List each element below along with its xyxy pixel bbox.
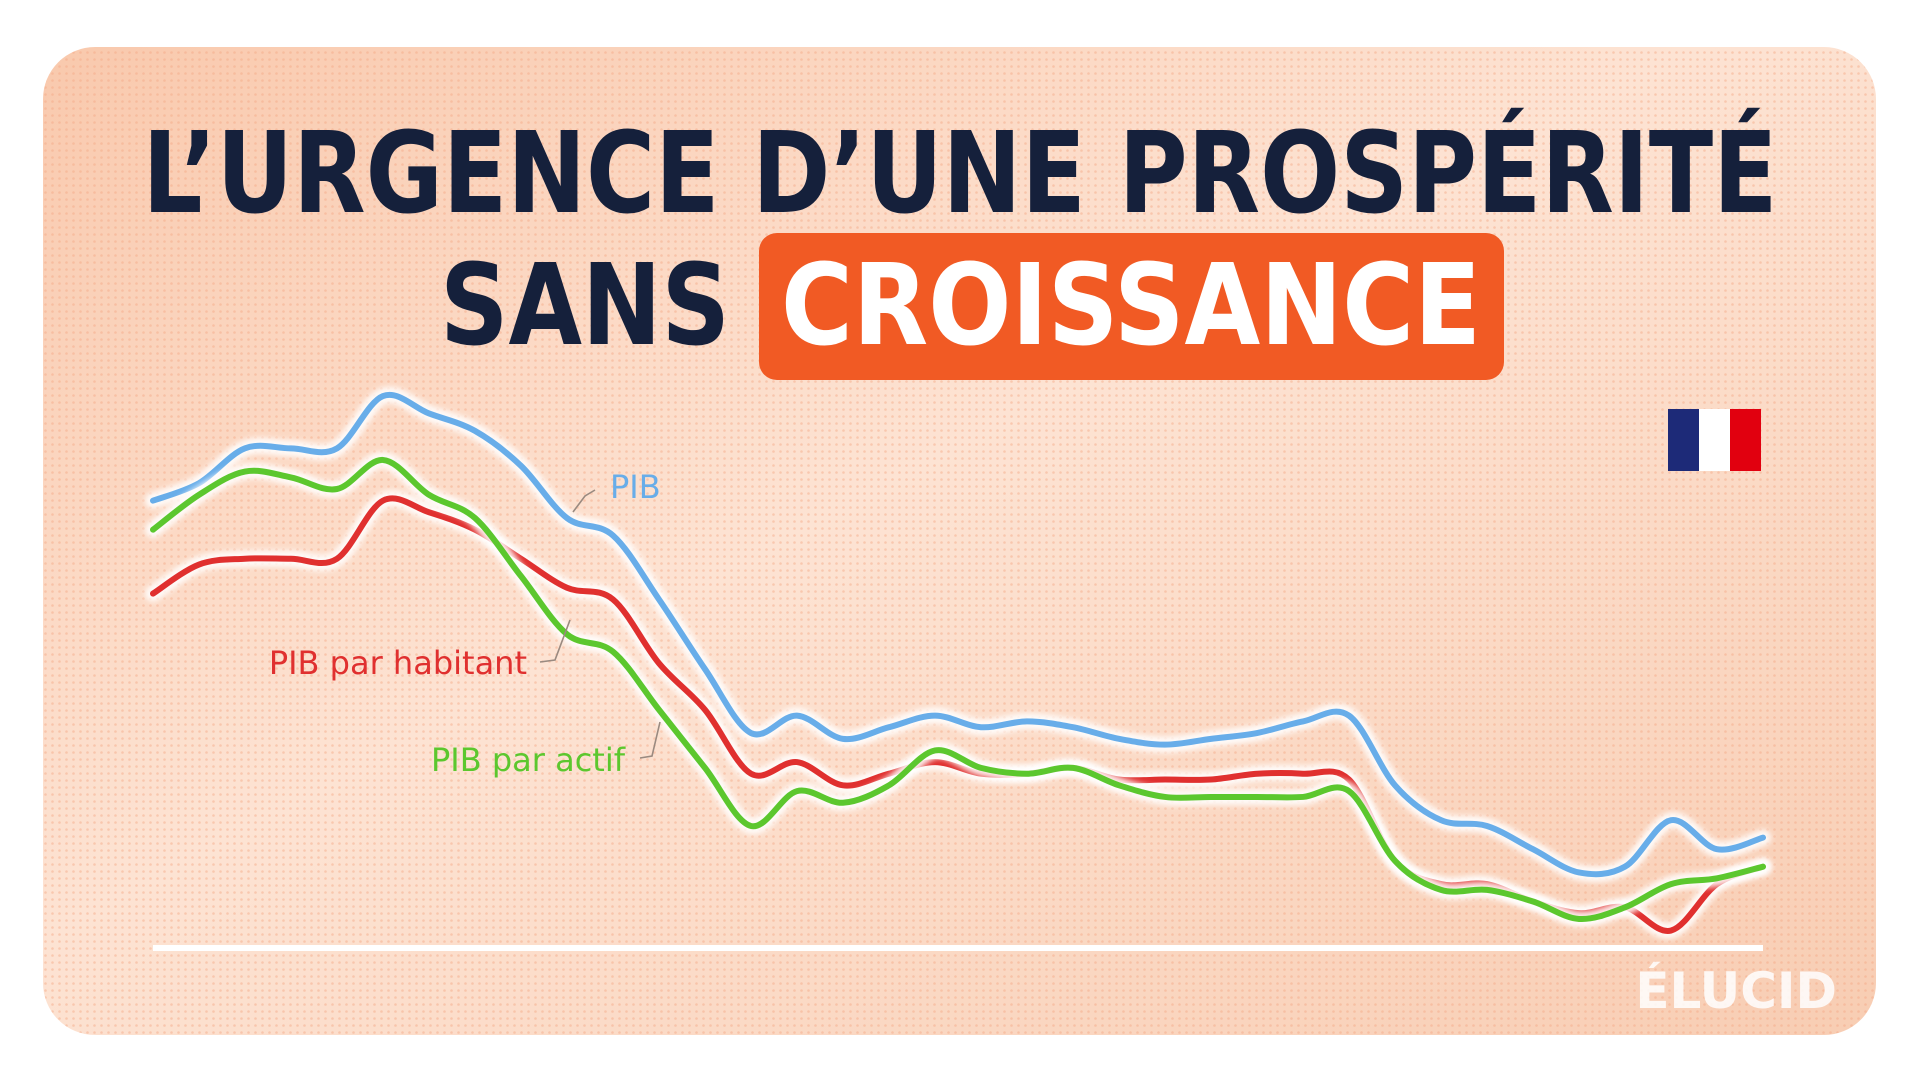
title-line: SANS — [440, 241, 730, 371]
line — [150, 456, 1766, 922]
label-connectors — [539, 489, 661, 759]
series-label: PIB par actif — [431, 741, 626, 779]
plot — [145, 386, 1771, 939]
flag — [1668, 409, 1761, 471]
line — [150, 391, 1766, 878]
title-highlight — [759, 233, 1504, 380]
title-line: L’URGENCE D’UNE PROSPÉRITÉ — [143, 107, 1778, 239]
card — [43, 47, 1876, 1035]
logo: ÉLUCID — [1635, 961, 1837, 1020]
series-label: PIB par habitant — [269, 644, 527, 682]
title-highlight-text: CROISSANCE — [781, 241, 1481, 371]
series-label: PIB — [610, 468, 661, 506]
